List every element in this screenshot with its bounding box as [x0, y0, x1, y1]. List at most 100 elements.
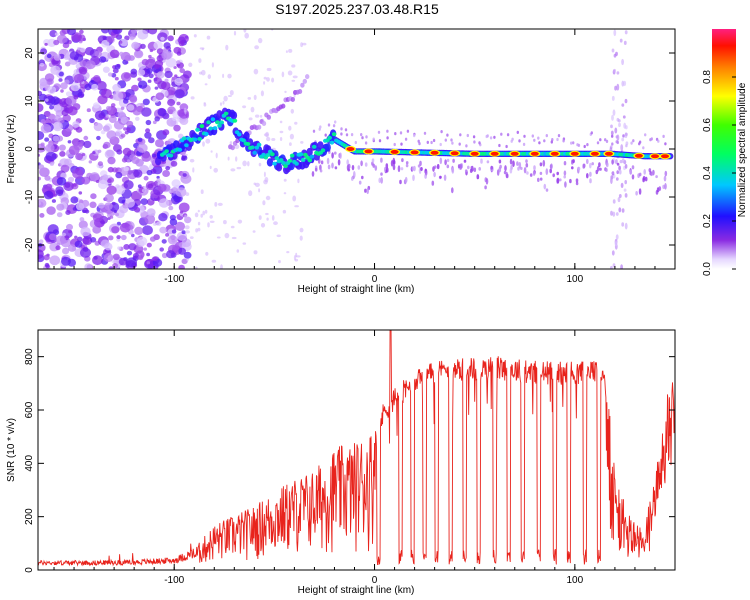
- spectrogram-noise-blob: [46, 206, 56, 215]
- spectrogram-streak: [613, 29, 617, 37]
- spectrogram-noise-blob: [77, 47, 81, 51]
- spectrogram-tail: [431, 180, 435, 186]
- spectrogram-noise-blob: [120, 72, 132, 82]
- spectrogram-noise-blob: [44, 42, 48, 46]
- spectrogram-noise-blob: [130, 29, 138, 34]
- spectrogram-noise-blob: [142, 225, 153, 236]
- spectrogram-noise-blob: [81, 176, 91, 185]
- spectrogram-tail: [327, 123, 331, 127]
- spectrogram-noise-blob: [200, 189, 204, 194]
- spectrogram-streak: [611, 250, 615, 256]
- spectrogram-noise-blob: [137, 137, 143, 142]
- spectrogram-noise-blob: [49, 29, 58, 38]
- spectrogram-streak: [617, 197, 621, 203]
- spectrogram-noise-blob: [53, 54, 62, 61]
- spectrogram-noise-blob: [38, 198, 47, 208]
- spectrogram-noise-blob: [283, 192, 287, 195]
- spectrogram-tail: [404, 176, 408, 183]
- spectrogram-noise-blob: [72, 121, 80, 128]
- spectrogram-tail: [532, 171, 536, 176]
- spectrogram-noise-blob: [164, 78, 169, 83]
- spectrogram-noise-blob: [128, 243, 137, 251]
- spectrogram-noise-blob: [64, 61, 71, 67]
- spectrogram-track-core: [177, 147, 183, 152]
- spectrogram-noise-blob: [135, 116, 140, 121]
- spectrogram-noise-blob: [69, 51, 80, 60]
- spectrogram-noise-blob: [40, 142, 45, 147]
- spectrogram-noise-blob: [61, 109, 69, 117]
- spectrogram-noise-blob: [265, 212, 269, 216]
- spectrogram-tail: [327, 164, 331, 170]
- spectrogram-tail: [439, 175, 442, 179]
- y-tick-label: 0: [24, 146, 35, 152]
- spectrogram-tail: [378, 177, 382, 183]
- spectrogram-noise-blob: [79, 217, 85, 222]
- spectrogram-tail: [615, 135, 618, 139]
- spectrogram-tail: [649, 138, 652, 142]
- spectrogram-streak: [619, 159, 623, 164]
- chart-title: S197.2025.237.03.48.R15: [275, 1, 439, 17]
- spectrogram-tail: [599, 138, 602, 142]
- spectrogram-noise-blob: [96, 135, 101, 141]
- spectrogram-track: [275, 163, 283, 172]
- spectrogram-noise-blob: [53, 39, 60, 46]
- spectrogram-tail: [498, 143, 501, 148]
- spectrogram-noise-blob: [72, 168, 84, 179]
- spectrogram-noise-blob: [124, 35, 130, 41]
- spectrogram-noise-blob: [297, 178, 300, 184]
- spectrogram-noise-blob: [287, 70, 293, 76]
- spectrogram-tail: [611, 142, 614, 146]
- colorbar-gradient: [712, 29, 736, 269]
- spectrogram-noise-blob: [126, 250, 133, 256]
- spectrogram-noise-blob: [76, 167, 80, 171]
- spectrogram-track: [266, 158, 274, 167]
- spectrogram-noise-blob: [231, 236, 237, 240]
- spectrogram-noise-blob: [253, 94, 257, 100]
- spectrogram-noise-blob: [158, 213, 168, 222]
- spectrogram-tail: [539, 171, 543, 175]
- spectrogram-noise-blob: [203, 102, 206, 105]
- spectrogram-noise-blob: [300, 141, 304, 144]
- snr-line: [38, 330, 675, 567]
- spectrogram-noise-blob: [67, 106, 78, 116]
- spectrogram-noise-blob: [291, 64, 296, 68]
- spectrogram-noise-blob: [165, 57, 177, 68]
- spectrogram-side-track: [266, 114, 271, 120]
- spectrogram-tail: [575, 178, 579, 183]
- spectrogram-streak: [610, 265, 613, 269]
- spectrogram-noise-blob: [66, 223, 73, 231]
- spectrogram-noise-blob: [102, 66, 110, 73]
- spectrogram-noise-blob: [143, 175, 149, 181]
- spectrogram-track-core: [327, 135, 333, 140]
- spectrogram-tail: [365, 135, 368, 139]
- spectrogram-noise-blob: [294, 205, 299, 208]
- spectrogram-noise-blob: [56, 212, 63, 218]
- spectrogram-xlabel: Height of straight line (km): [298, 284, 415, 295]
- spectrogram-tail: [550, 163, 553, 170]
- spectrogram-noise-blob: [192, 167, 195, 173]
- spectrogram-noise-blob: [43, 190, 54, 200]
- spectrogram-noise-blob: [160, 36, 165, 41]
- spectrogram-streak: [620, 144, 624, 152]
- snr-series: [38, 330, 675, 567]
- spectrogram-noise-blob: [112, 29, 123, 35]
- spectrogram-tail: [459, 133, 462, 137]
- spectrogram-noise-blob: [120, 234, 127, 241]
- spectrogram-tail: [611, 171, 614, 175]
- spectrogram-noise-blob: [44, 137, 50, 142]
- spectrogram-noise-blob: [126, 257, 137, 268]
- spectrogram-noise-blob: [83, 140, 92, 149]
- spectrogram-noise-blob: [43, 254, 50, 261]
- spectrogram-noise-blob: [255, 114, 260, 118]
- spectrogram-tail: [439, 157, 443, 165]
- spectrogram-noise-blob: [89, 118, 95, 124]
- spectrogram-streak: [614, 85, 617, 91]
- spectrogram-noise-blob: [258, 215, 262, 220]
- colorbar-tick-label: 0.4: [702, 166, 713, 180]
- spectrogram-noise-blob: [75, 153, 83, 161]
- spectrogram-noise-blob: [54, 32, 59, 36]
- spectrogram-noise-blob: [227, 156, 230, 161]
- spectrogram-tail: [525, 159, 528, 164]
